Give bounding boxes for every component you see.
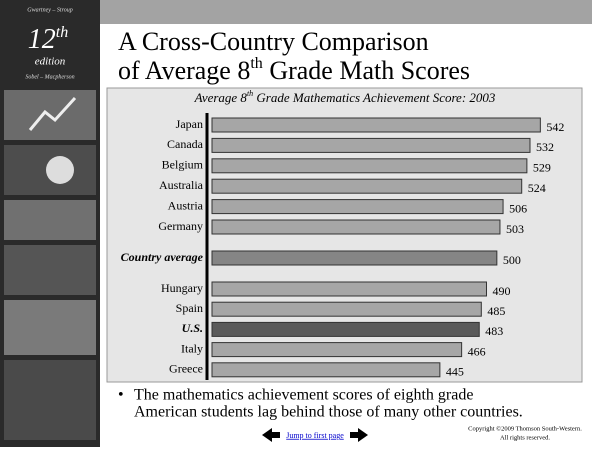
bar xyxy=(212,343,462,357)
category-label: Austria xyxy=(168,198,204,212)
slide: Gwartney – Stroup 12th edition Sobel – M… xyxy=(0,0,592,447)
image xyxy=(4,245,96,295)
slide-title: of Average 8th Grade Math Scores xyxy=(118,55,470,85)
bar xyxy=(212,302,481,316)
edition-label: edition xyxy=(35,56,66,68)
category-label: U.S. xyxy=(182,321,203,335)
bar xyxy=(212,118,540,132)
image xyxy=(4,200,96,240)
title-part: Grade Math Scores xyxy=(263,56,470,85)
top-strip xyxy=(100,0,592,24)
bar xyxy=(212,159,527,173)
bar xyxy=(212,322,479,336)
bullet-text: American students lag behind those of ma… xyxy=(134,404,523,421)
category-label: Hungary xyxy=(161,281,203,295)
page: Gwartney – Stroup 12th edition Sobel – M… xyxy=(0,0,592,452)
value-label: 500 xyxy=(503,253,521,267)
value-label: 524 xyxy=(528,181,546,195)
category-label: Germany xyxy=(158,219,203,233)
category-label: Australia xyxy=(159,178,204,192)
value-label: 466 xyxy=(468,344,486,358)
value-label: 532 xyxy=(536,140,554,154)
chart-title-part: Grade Mathematics Achievement Score: 200… xyxy=(253,90,496,105)
chart-title: Average 8th Grade Mathematics Achievemen… xyxy=(194,89,496,105)
title-sup: th xyxy=(250,55,262,72)
category-label: Canada xyxy=(167,137,204,151)
category-label: Country average xyxy=(121,250,204,264)
bullet-text: The mathematics achievement scores of ei… xyxy=(134,387,473,404)
value-label: 490 xyxy=(492,284,510,298)
bar xyxy=(212,363,440,377)
copyright: All rights reserved. xyxy=(500,434,550,441)
value-label: 503 xyxy=(506,222,524,236)
bar xyxy=(212,220,500,234)
bar xyxy=(212,251,497,265)
next-arrow[interactable] xyxy=(350,432,358,438)
category-label: Spain xyxy=(176,301,203,315)
value-label: 483 xyxy=(485,324,503,338)
sidebar-authors: Sobel – Macpherson xyxy=(25,74,74,80)
image xyxy=(4,360,96,440)
edition-suffix: th xyxy=(56,24,68,41)
value-label: 445 xyxy=(446,365,464,379)
value-label: 542 xyxy=(546,120,564,134)
bar xyxy=(212,282,486,296)
icon xyxy=(46,156,74,184)
value-label: 485 xyxy=(487,304,505,318)
category-label: Greece xyxy=(169,362,203,376)
bullet-marker: • xyxy=(118,387,124,404)
bar xyxy=(212,179,522,193)
category-label: Belgium xyxy=(162,158,204,172)
value-label: 529 xyxy=(533,161,551,175)
chart-title-part: Average 8 xyxy=(194,90,248,105)
image xyxy=(4,300,96,355)
slide-title: A Cross-Country Comparison xyxy=(118,27,429,56)
value-label: 506 xyxy=(509,201,527,215)
title-part: of Average 8 xyxy=(118,56,250,85)
bar xyxy=(212,200,503,214)
prev-arrow[interactable] xyxy=(272,432,280,438)
copyright: Copyright ©2009 Thomson South-Western. xyxy=(468,425,582,432)
edition-number: 12 xyxy=(28,24,56,55)
category-label: Italy xyxy=(181,341,203,355)
sidebar-authors: Gwartney – Stroup xyxy=(27,7,72,13)
jump-link[interactable]: Jump to first page xyxy=(286,431,344,440)
category-label: Japan xyxy=(176,117,203,131)
bar xyxy=(212,138,530,152)
